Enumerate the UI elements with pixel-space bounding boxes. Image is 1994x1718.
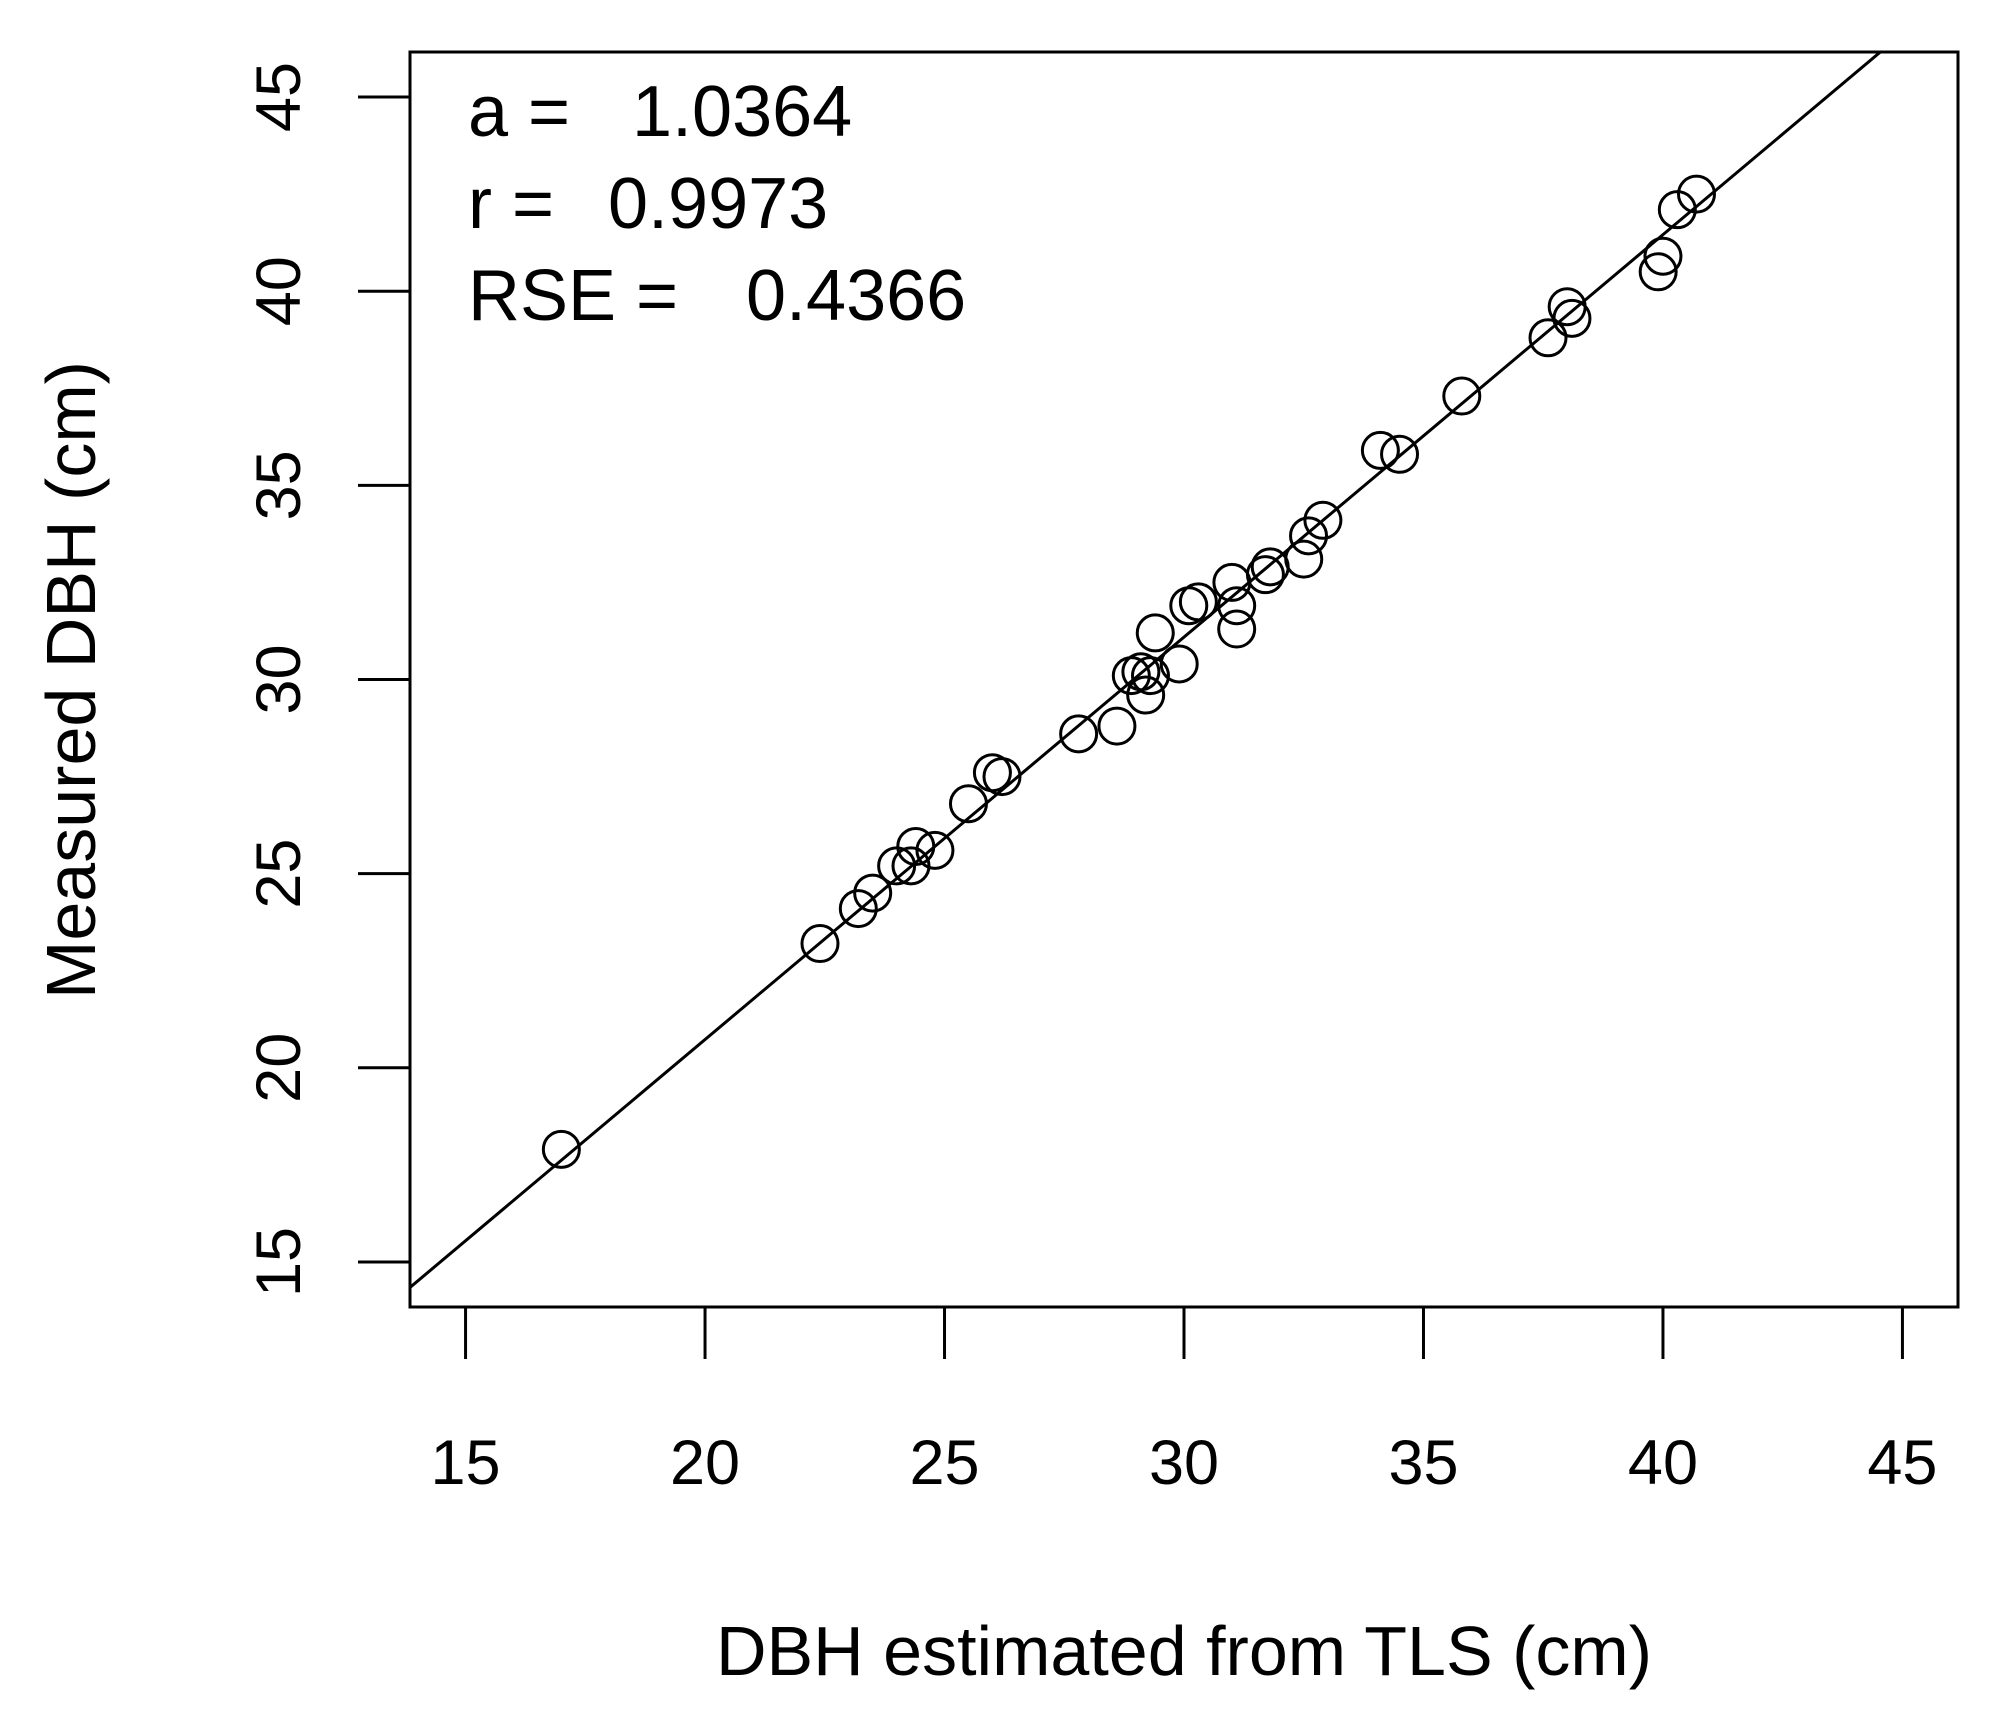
x-tick-label: 45 <box>1867 1428 1937 1498</box>
data-point <box>1360 430 1400 470</box>
data-point <box>541 1129 581 1169</box>
data-point <box>1245 555 1285 595</box>
data-point <box>1643 236 1683 276</box>
data-point <box>1178 582 1218 622</box>
data-point <box>838 889 878 929</box>
data-point <box>1059 714 1099 754</box>
x-tick-label: 35 <box>1388 1428 1458 1498</box>
stat-r-value: 0.9973 <box>608 164 828 244</box>
data-point <box>1442 376 1482 416</box>
data-point <box>896 826 936 866</box>
data-point <box>1552 298 1592 338</box>
stat-rse-value: 0.4366 <box>746 256 966 336</box>
data-point <box>1097 706 1137 746</box>
data-point <box>1676 174 1716 214</box>
data-point <box>1217 586 1257 626</box>
fit-statistics: a = 1.0364 r = 0.9973 RSE = 0.4366 <box>468 72 966 336</box>
data-point <box>982 757 1022 797</box>
stat-r-label: r = <box>468 164 554 244</box>
data-point <box>1217 609 1257 649</box>
x-axis-title: DBH estimated from TLS (cm) <box>716 1612 1652 1690</box>
stat-a-value: 1.0364 <box>632 72 852 152</box>
data-point <box>1528 318 1568 358</box>
data-point <box>915 830 955 870</box>
y-tick-label: 35 <box>244 450 314 520</box>
x-tick-label: 40 <box>1628 1428 1698 1498</box>
x-tick-label: 15 <box>431 1428 501 1498</box>
y-tick-label: 25 <box>244 839 314 909</box>
y-tick-label: 45 <box>244 62 314 132</box>
data-point <box>1126 675 1166 715</box>
data-point <box>1303 500 1343 540</box>
y-tick-label: 30 <box>244 644 314 714</box>
data-point <box>1135 613 1175 653</box>
data-point <box>1638 252 1678 292</box>
stat-a-label: a = <box>468 72 570 152</box>
y-axis: 15 20 25 30 35 40 45 <box>244 62 412 1297</box>
x-tick-label: 30 <box>1149 1428 1219 1498</box>
y-tick-label: 15 <box>244 1227 314 1297</box>
y-axis-title: Measured DBH (cm) <box>32 361 110 999</box>
data-point <box>948 784 988 824</box>
x-axis: 15 20 25 30 35 40 45 <box>431 1305 1937 1498</box>
data-point <box>1289 516 1329 556</box>
data-point <box>1284 539 1324 579</box>
stat-rse-label: RSE = <box>468 256 678 336</box>
x-tick-label: 20 <box>670 1428 740 1498</box>
data-point <box>1380 434 1420 474</box>
data-points <box>541 174 1716 1169</box>
y-tick-label: 20 <box>244 1033 314 1103</box>
data-point <box>800 924 840 964</box>
y-tick-label: 40 <box>244 256 314 326</box>
data-point <box>1159 644 1199 684</box>
data-point <box>853 873 893 913</box>
x-tick-label: 25 <box>909 1428 979 1498</box>
data-point <box>1130 656 1170 696</box>
regression-line <box>410 52 1883 1289</box>
